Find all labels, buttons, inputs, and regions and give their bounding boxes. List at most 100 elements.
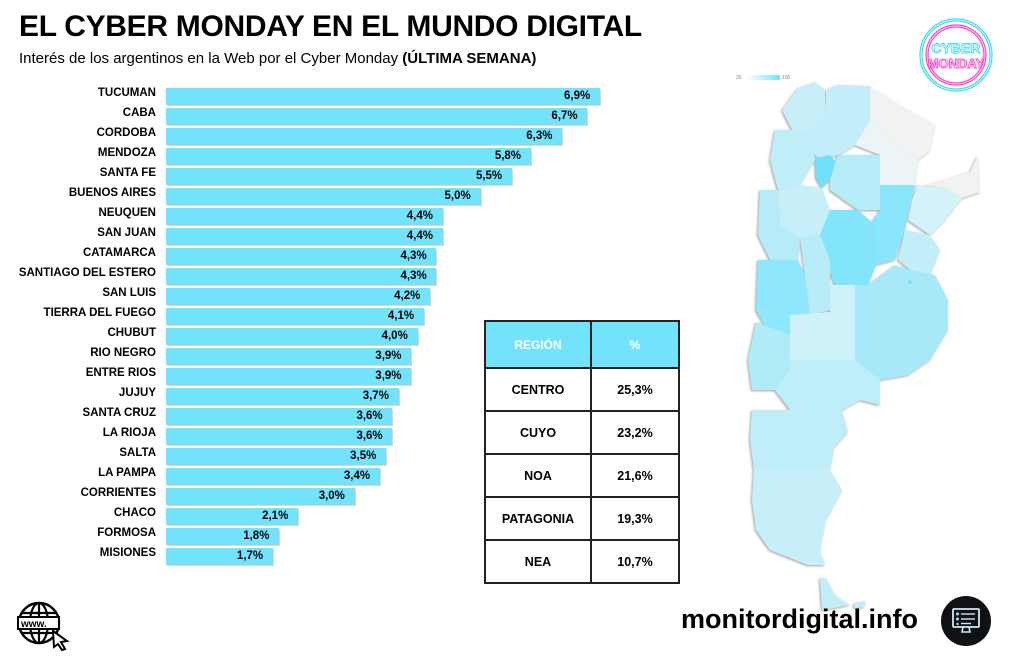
province-santiago (830, 155, 880, 210)
province-sanjuan (758, 190, 800, 260)
subtitle-period: (ÚLTIMA SEMANA) (402, 50, 537, 67)
bar (166, 168, 512, 185)
bar (166, 268, 437, 285)
bar (166, 488, 355, 505)
bar (166, 428, 393, 445)
legend-max: 100 (782, 75, 791, 81)
region-table-header: REGIÓN % (484, 320, 680, 369)
cyber-monday-logo: CYBER MONDAY (919, 18, 993, 92)
bar-value-label: 6,9% (564, 90, 591, 102)
province-santacruz (752, 470, 842, 565)
bar-value-label: 1,7% (236, 550, 264, 562)
bar-label: JUJUY (118, 387, 156, 399)
bar-row: ENTRE RIOS 3,9% (0, 364, 640, 385)
bar-value-label: 6,3% (526, 130, 553, 142)
bar-row: CABA 6,7% (0, 104, 640, 125)
province-formosa (870, 86, 935, 160)
province-neuquen (748, 322, 790, 390)
bar (166, 468, 380, 485)
bar (166, 508, 299, 525)
www-text: www. (20, 619, 47, 630)
region-name: CUYO (484, 410, 592, 455)
province-misiones (925, 155, 980, 198)
bar-row: CATAMARCA 4,3% (0, 244, 640, 265)
bar-value-label: 4,0% (381, 330, 408, 342)
bar-value-label: 4,2% (394, 290, 421, 302)
bar (166, 228, 443, 245)
province-catamarca (770, 130, 815, 190)
bar (166, 208, 443, 225)
bar-row: TUCUMAN 6,9% (0, 84, 640, 105)
bar-row: CORDOBA 6,3% (0, 124, 640, 145)
province-chubut (750, 410, 848, 470)
bar-value-label: 3,6% (356, 430, 383, 442)
region-value: 23,2% (590, 410, 680, 455)
bar-value-label: 3,9% (375, 370, 402, 382)
bar-value-label: 3,7% (362, 390, 389, 402)
table-row: PATAGONIA 19,3% (484, 496, 680, 541)
page-title: EL CYBER MONDAY EN EL MUNDO DIGITAL (19, 10, 642, 43)
bar-label: SANTA CRUZ (82, 407, 156, 419)
logo-line1: CYBER (931, 40, 980, 56)
bar (166, 148, 531, 165)
bar-value-label: 2,1% (262, 510, 289, 522)
bar-row: JUJUY 3,7% (0, 384, 640, 405)
province-lapampa (790, 285, 855, 360)
bar-row: TIERRA DEL FUEGO 4,1% (0, 304, 640, 325)
bar-label: FORMOSA (97, 527, 156, 539)
bar-value-label: 4,4% (406, 230, 433, 242)
bar-label: LA PAMPA (98, 467, 156, 479)
bar-row: NEUQUEN 4,4% (0, 204, 640, 225)
table-row: NEA 10,7% (484, 539, 680, 584)
bar-label: BUENOS AIRES (68, 187, 156, 199)
province-jujuy (782, 82, 826, 130)
table-row: CUYO 23,2% (484, 410, 680, 455)
province-larioja (778, 185, 830, 238)
region-value: 21,6% (590, 453, 680, 498)
table-row: CENTRO 25,3% (484, 367, 680, 412)
bar-row: LA RIOJA 3,6% (0, 424, 640, 445)
bar (166, 308, 424, 325)
bar (166, 448, 387, 465)
bar-row: CORRIENTES 3,0% (0, 484, 640, 505)
province-tucuman (815, 155, 836, 188)
bar-label: MENDOZA (97, 147, 156, 159)
legend-min: 25 (736, 75, 742, 81)
bar-row: MISIONES 1,7% (0, 544, 640, 565)
bar-value-label: 3,5% (350, 450, 377, 462)
legend-gradient (746, 75, 780, 80)
bar-label: LA RIOJA (102, 427, 156, 439)
bar-row: SANTA FE 5,5% (0, 164, 640, 185)
province-tierradelfuego (820, 578, 850, 610)
cursor-icon (51, 628, 70, 652)
bar-label: RIO NEGRO (90, 347, 156, 359)
bar-row: SANTA CRUZ 3,6% (0, 404, 640, 425)
bar-value-label: 4,3% (400, 250, 427, 262)
argentina-map: 25 100 (736, 75, 980, 610)
bar (166, 408, 393, 425)
table-row: NOA 21,6% (484, 453, 680, 498)
province-cordoba (820, 210, 878, 285)
globe-www-icon: www. (17, 601, 70, 652)
bar-value-label: 5,0% (444, 190, 471, 202)
province-bar-chart: TUCUMAN 6,9% CABA 6,7% CORDOBA 6,3% MENDOZA 5,8… (0, 84, 640, 574)
bar-row: BUENOS AIRES 5,0% (0, 184, 640, 205)
region-name: CENTRO (484, 367, 592, 412)
bar-label: NEUQUEN (98, 207, 156, 219)
bar-label: SALTA (119, 447, 156, 459)
province-buenosaires (855, 265, 948, 380)
bar (166, 548, 273, 565)
monitor-icon (941, 596, 991, 646)
map-provinces (748, 82, 980, 610)
bar-value-label: 4,1% (387, 310, 415, 322)
map-legend: 25 100 (736, 75, 791, 81)
province-caba (908, 280, 912, 284)
bar-label: SAN LUIS (102, 287, 156, 299)
bar-value-label: 3,4% (343, 470, 371, 482)
bar-label: CATAMARCA (82, 247, 156, 259)
bar-value-label: 4,3% (400, 270, 427, 282)
bar (166, 248, 437, 265)
bar-label: CORRIENTES (80, 487, 156, 499)
bar-label: CORDOBA (96, 127, 156, 139)
bar-row: CHACO 2,1% (0, 504, 640, 525)
